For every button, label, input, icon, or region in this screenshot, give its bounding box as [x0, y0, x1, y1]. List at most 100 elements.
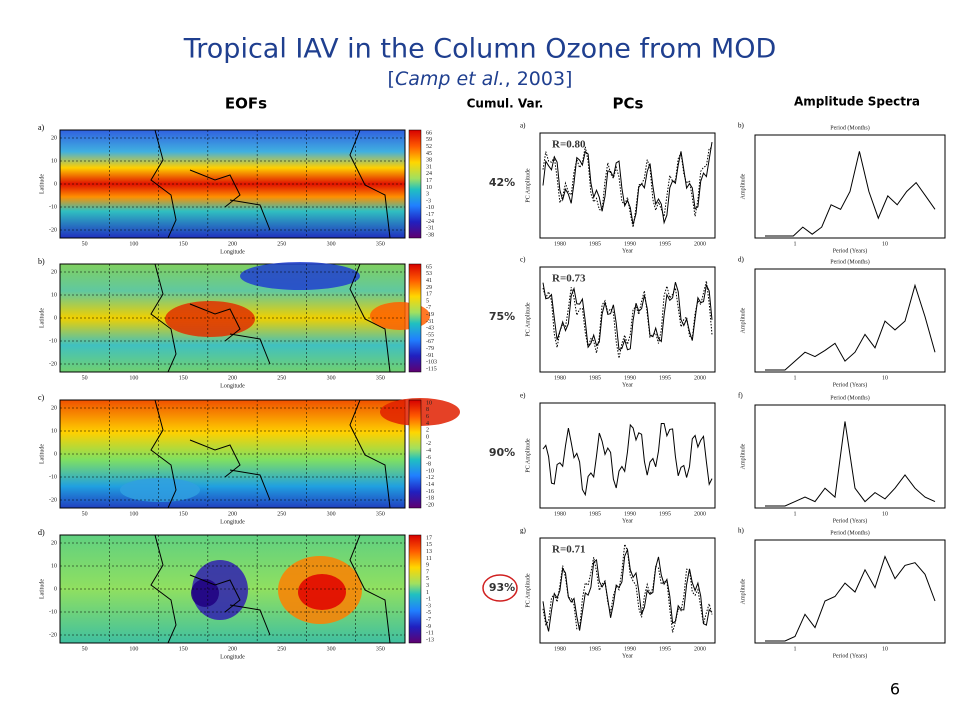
colorbar-label: 8: [426, 407, 429, 413]
spectrum-xlabel: Period (Years): [833, 381, 868, 388]
spectrum-plot: [754, 268, 946, 373]
column-heading: EOFs: [225, 95, 267, 113]
lon-tick-label: 350: [376, 375, 385, 381]
pc-xlabel: Year: [622, 382, 633, 388]
cumulative-variance: 93%: [489, 581, 515, 594]
panel-label: b): [38, 257, 45, 266]
colorbar-label: -5: [426, 610, 431, 616]
colorbar-label: -6: [426, 455, 431, 461]
colorbar-label: 59: [426, 137, 432, 143]
cumulative-variance: 75%: [489, 310, 515, 323]
pc-xlabel: Year: [622, 248, 633, 254]
pc-curve: [542, 423, 713, 497]
citation-part: , 2003]: [505, 68, 573, 90]
lon-tick-label: 150: [179, 646, 188, 652]
spectrum-ylabel: Amplitude: [740, 443, 746, 469]
map-ylabel: Latitude: [39, 444, 45, 464]
lat-tick-label: 20: [51, 135, 57, 141]
colorbar-label: 65: [426, 264, 432, 270]
pc-ylabel: PC Amplitude: [525, 302, 531, 337]
period-tick-label: 1: [794, 511, 797, 517]
colorbar-label: 9: [426, 563, 429, 569]
spectrum-curve: [765, 555, 936, 642]
spectrum-xlabel: Period (Years): [833, 517, 868, 524]
year-tick-label: 1980: [554, 241, 566, 247]
year-tick-label: 2000: [694, 511, 706, 517]
lon-tick-label: 250: [277, 511, 286, 517]
lon-tick-label: 50: [82, 511, 88, 517]
colorbar-label: -38: [426, 232, 434, 238]
year-tick-label: 1990: [624, 375, 636, 381]
pc-ylabel: PC Amplitude: [525, 438, 531, 473]
colorbar-label: 13: [426, 549, 432, 555]
colorbar-label: -79: [426, 346, 434, 352]
colorbar-label: 31: [426, 164, 432, 170]
colorbar-label: -14: [426, 482, 434, 488]
panel-label: h): [738, 527, 745, 535]
lat-tick-label: 10: [51, 292, 57, 298]
panel-label: a): [520, 122, 526, 130]
panel-label: b): [738, 122, 745, 130]
spectrum-xlabel: Period (Years): [833, 247, 868, 254]
year-tick-label: 1995: [659, 375, 671, 381]
lon-tick-label: 250: [277, 646, 286, 652]
colorbar-label: -3: [426, 603, 431, 609]
map-xlabel: Longitude: [220, 383, 245, 389]
spectrum-ylabel: Amplitude: [740, 578, 746, 604]
citation: [Camp et al., 2003]: [388, 68, 573, 90]
panel-label: d): [738, 256, 745, 264]
panel-label: c): [38, 393, 45, 402]
map-ylabel: Latitude: [39, 579, 45, 599]
spectrum-top-label: Period (Months): [830, 258, 870, 265]
lat-tick-label: 10: [51, 428, 57, 434]
spectrum-curve: [765, 283, 936, 371]
year-tick-label: 2000: [694, 375, 706, 381]
colorbar-label: -115: [426, 366, 437, 372]
spectrum-top-label: Period (Months): [830, 124, 870, 131]
pc-xlabel: Year: [622, 518, 633, 524]
lon-tick-label: 200: [228, 241, 237, 247]
colorbar-label: 5: [426, 298, 429, 304]
colorbar-label: -16: [426, 489, 434, 495]
lat-tick-label: -10: [49, 474, 57, 480]
lon-tick-label: 200: [228, 375, 237, 381]
panel-label: f): [738, 392, 743, 400]
pc-xlabel: Year: [622, 653, 633, 659]
year-tick-label: 2000: [694, 646, 706, 652]
colorbar-label: 53: [426, 271, 432, 277]
spectrum-plot: [754, 539, 946, 644]
coastline: [150, 263, 391, 373]
colorbar-label: 3: [426, 192, 429, 198]
map-xlabel: Longitude: [220, 249, 245, 255]
colorbar-label: -17: [426, 212, 434, 218]
year-tick-label: 1980: [554, 646, 566, 652]
period-tick-label: 1: [794, 646, 797, 652]
cumulative-variance: 42%: [489, 176, 515, 189]
colorbar: [408, 534, 422, 644]
lat-tick-label: -10: [49, 204, 57, 210]
pc-plot: [539, 402, 716, 509]
lat-tick-label: 0: [54, 586, 57, 592]
lat-tick-label: 20: [51, 269, 57, 275]
lon-tick-label: 100: [129, 241, 138, 247]
map-ylabel: Latitude: [39, 174, 45, 194]
colorbar-label: 29: [426, 285, 432, 291]
lon-tick-label: 150: [179, 511, 188, 517]
colorbar: [408, 263, 422, 373]
lat-tick-label: 0: [54, 315, 57, 321]
colorbar-label: -3: [426, 198, 431, 204]
colorbar-label: -31: [426, 226, 434, 232]
period-tick-label: 1: [794, 241, 797, 247]
lat-tick-label: 20: [51, 405, 57, 411]
colorbar: [408, 399, 422, 509]
lon-tick-label: 350: [376, 646, 385, 652]
title: Tropical IAV in the Column Ozone from MO…: [183, 34, 777, 65]
lon-tick-label: 300: [327, 511, 336, 517]
colorbar-label: 15: [426, 542, 432, 548]
panel-label: g): [520, 527, 527, 535]
colorbar-label: 5: [426, 576, 429, 582]
colorbar-label: 17: [426, 178, 432, 184]
year-tick-label: 1990: [624, 241, 636, 247]
map-feature: [165, 301, 255, 337]
